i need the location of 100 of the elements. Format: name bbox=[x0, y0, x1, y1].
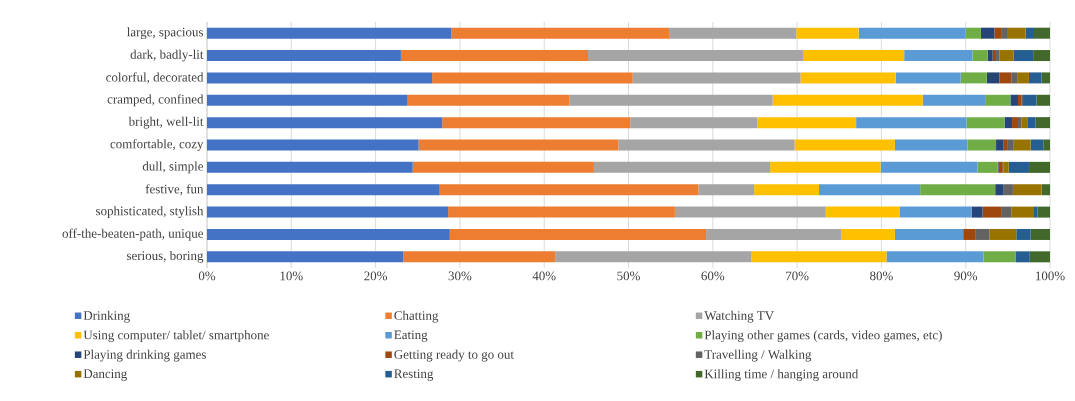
bar bbox=[1007, 139, 1014, 151]
legend-label: Eating bbox=[394, 330, 428, 342]
bar bbox=[207, 94, 408, 106]
bar bbox=[448, 206, 675, 218]
legend-label: Getting ready to go out bbox=[394, 349, 514, 362]
bar bbox=[1030, 139, 1044, 151]
bar bbox=[966, 117, 1005, 129]
bar bbox=[1028, 161, 1051, 173]
y-tick-label: comfortable, cozy bbox=[110, 139, 204, 151]
legend-label: Chatting bbox=[394, 310, 439, 323]
bar bbox=[1013, 50, 1034, 62]
bar bbox=[977, 161, 998, 173]
bar bbox=[796, 27, 859, 39]
bar bbox=[794, 139, 895, 151]
bar bbox=[1029, 251, 1051, 263]
x-tick-label: 80% bbox=[870, 271, 893, 281]
bar bbox=[825, 206, 900, 218]
bar bbox=[985, 94, 1011, 106]
bar bbox=[593, 161, 771, 173]
y-tick-label: large, spacious bbox=[127, 27, 204, 40]
bar bbox=[770, 161, 881, 173]
bar bbox=[972, 50, 988, 62]
bar bbox=[451, 27, 669, 39]
bar bbox=[998, 161, 1003, 173]
bar bbox=[960, 72, 987, 84]
x-tick-label: 90% bbox=[954, 271, 978, 281]
bar bbox=[982, 206, 1002, 218]
bar bbox=[403, 251, 556, 263]
bar bbox=[1028, 72, 1042, 84]
bar bbox=[207, 50, 401, 62]
bar bbox=[1034, 27, 1051, 39]
bar bbox=[1021, 117, 1028, 129]
bar bbox=[668, 27, 797, 39]
legend-label: Watching TV bbox=[704, 310, 774, 323]
bar bbox=[1012, 184, 1042, 196]
bar bbox=[207, 206, 449, 218]
bar bbox=[840, 228, 895, 240]
bar bbox=[1011, 72, 1018, 84]
bar bbox=[895, 72, 961, 84]
bar bbox=[856, 117, 967, 129]
bar bbox=[880, 161, 978, 173]
x-tick-label: 30% bbox=[448, 271, 472, 281]
x-tick-label: 20% bbox=[364, 271, 388, 281]
bar bbox=[989, 228, 1017, 240]
bar bbox=[965, 27, 981, 39]
bar bbox=[987, 50, 993, 62]
legend-label: Killing time / hanging around bbox=[704, 369, 859, 381]
y-tick-label: cramped, confined bbox=[107, 94, 204, 107]
legend-label: Resting bbox=[394, 369, 434, 381]
bar bbox=[1017, 72, 1029, 84]
bar bbox=[803, 50, 905, 62]
bar bbox=[996, 139, 1004, 151]
bar bbox=[980, 27, 995, 39]
bar bbox=[449, 228, 707, 240]
bar bbox=[1001, 206, 1012, 218]
y-tick-label: colorful, decorated bbox=[106, 72, 204, 84]
bar bbox=[588, 50, 804, 62]
x-tick-label: 70% bbox=[786, 271, 809, 281]
legend-label: Playing drinking games bbox=[83, 349, 206, 362]
bar bbox=[1015, 251, 1030, 263]
bar bbox=[994, 27, 1002, 39]
bar bbox=[971, 206, 983, 218]
bar bbox=[1043, 139, 1051, 151]
x-tick-label: 60% bbox=[701, 271, 725, 281]
bar bbox=[207, 72, 433, 84]
bar bbox=[975, 228, 990, 240]
y-tick-label: serious, boring bbox=[127, 250, 204, 263]
bar bbox=[569, 94, 773, 106]
bar bbox=[1001, 27, 1008, 39]
bar bbox=[772, 94, 923, 106]
x-tick-label: 10% bbox=[280, 271, 303, 281]
legend-label: Drinking bbox=[83, 310, 130, 323]
bar bbox=[418, 139, 619, 151]
bar bbox=[207, 251, 404, 263]
bar bbox=[1027, 117, 1036, 129]
x-tick-label: 0% bbox=[198, 271, 216, 281]
bar bbox=[899, 206, 972, 218]
bar bbox=[674, 206, 826, 218]
bar bbox=[698, 184, 755, 196]
bar bbox=[1007, 27, 1026, 39]
bar bbox=[442, 117, 631, 129]
bar bbox=[904, 50, 973, 62]
legend-label: Travelling / Walking bbox=[704, 349, 812, 362]
bar bbox=[1003, 139, 1008, 151]
bar bbox=[1013, 139, 1031, 151]
bar bbox=[922, 94, 986, 106]
bar bbox=[1023, 94, 1037, 106]
bar bbox=[1008, 161, 1029, 173]
bar bbox=[986, 72, 1000, 84]
bar bbox=[1003, 161, 1009, 173]
bar bbox=[983, 251, 1016, 263]
bar bbox=[886, 251, 984, 263]
bar bbox=[1016, 228, 1031, 240]
bar bbox=[757, 117, 857, 129]
x-tick-label: 100% bbox=[1036, 271, 1065, 281]
bar bbox=[1003, 184, 1013, 196]
bar bbox=[995, 184, 1004, 196]
bar bbox=[1037, 206, 1051, 218]
x-tick-label: 40% bbox=[532, 271, 556, 281]
bar bbox=[894, 139, 968, 151]
